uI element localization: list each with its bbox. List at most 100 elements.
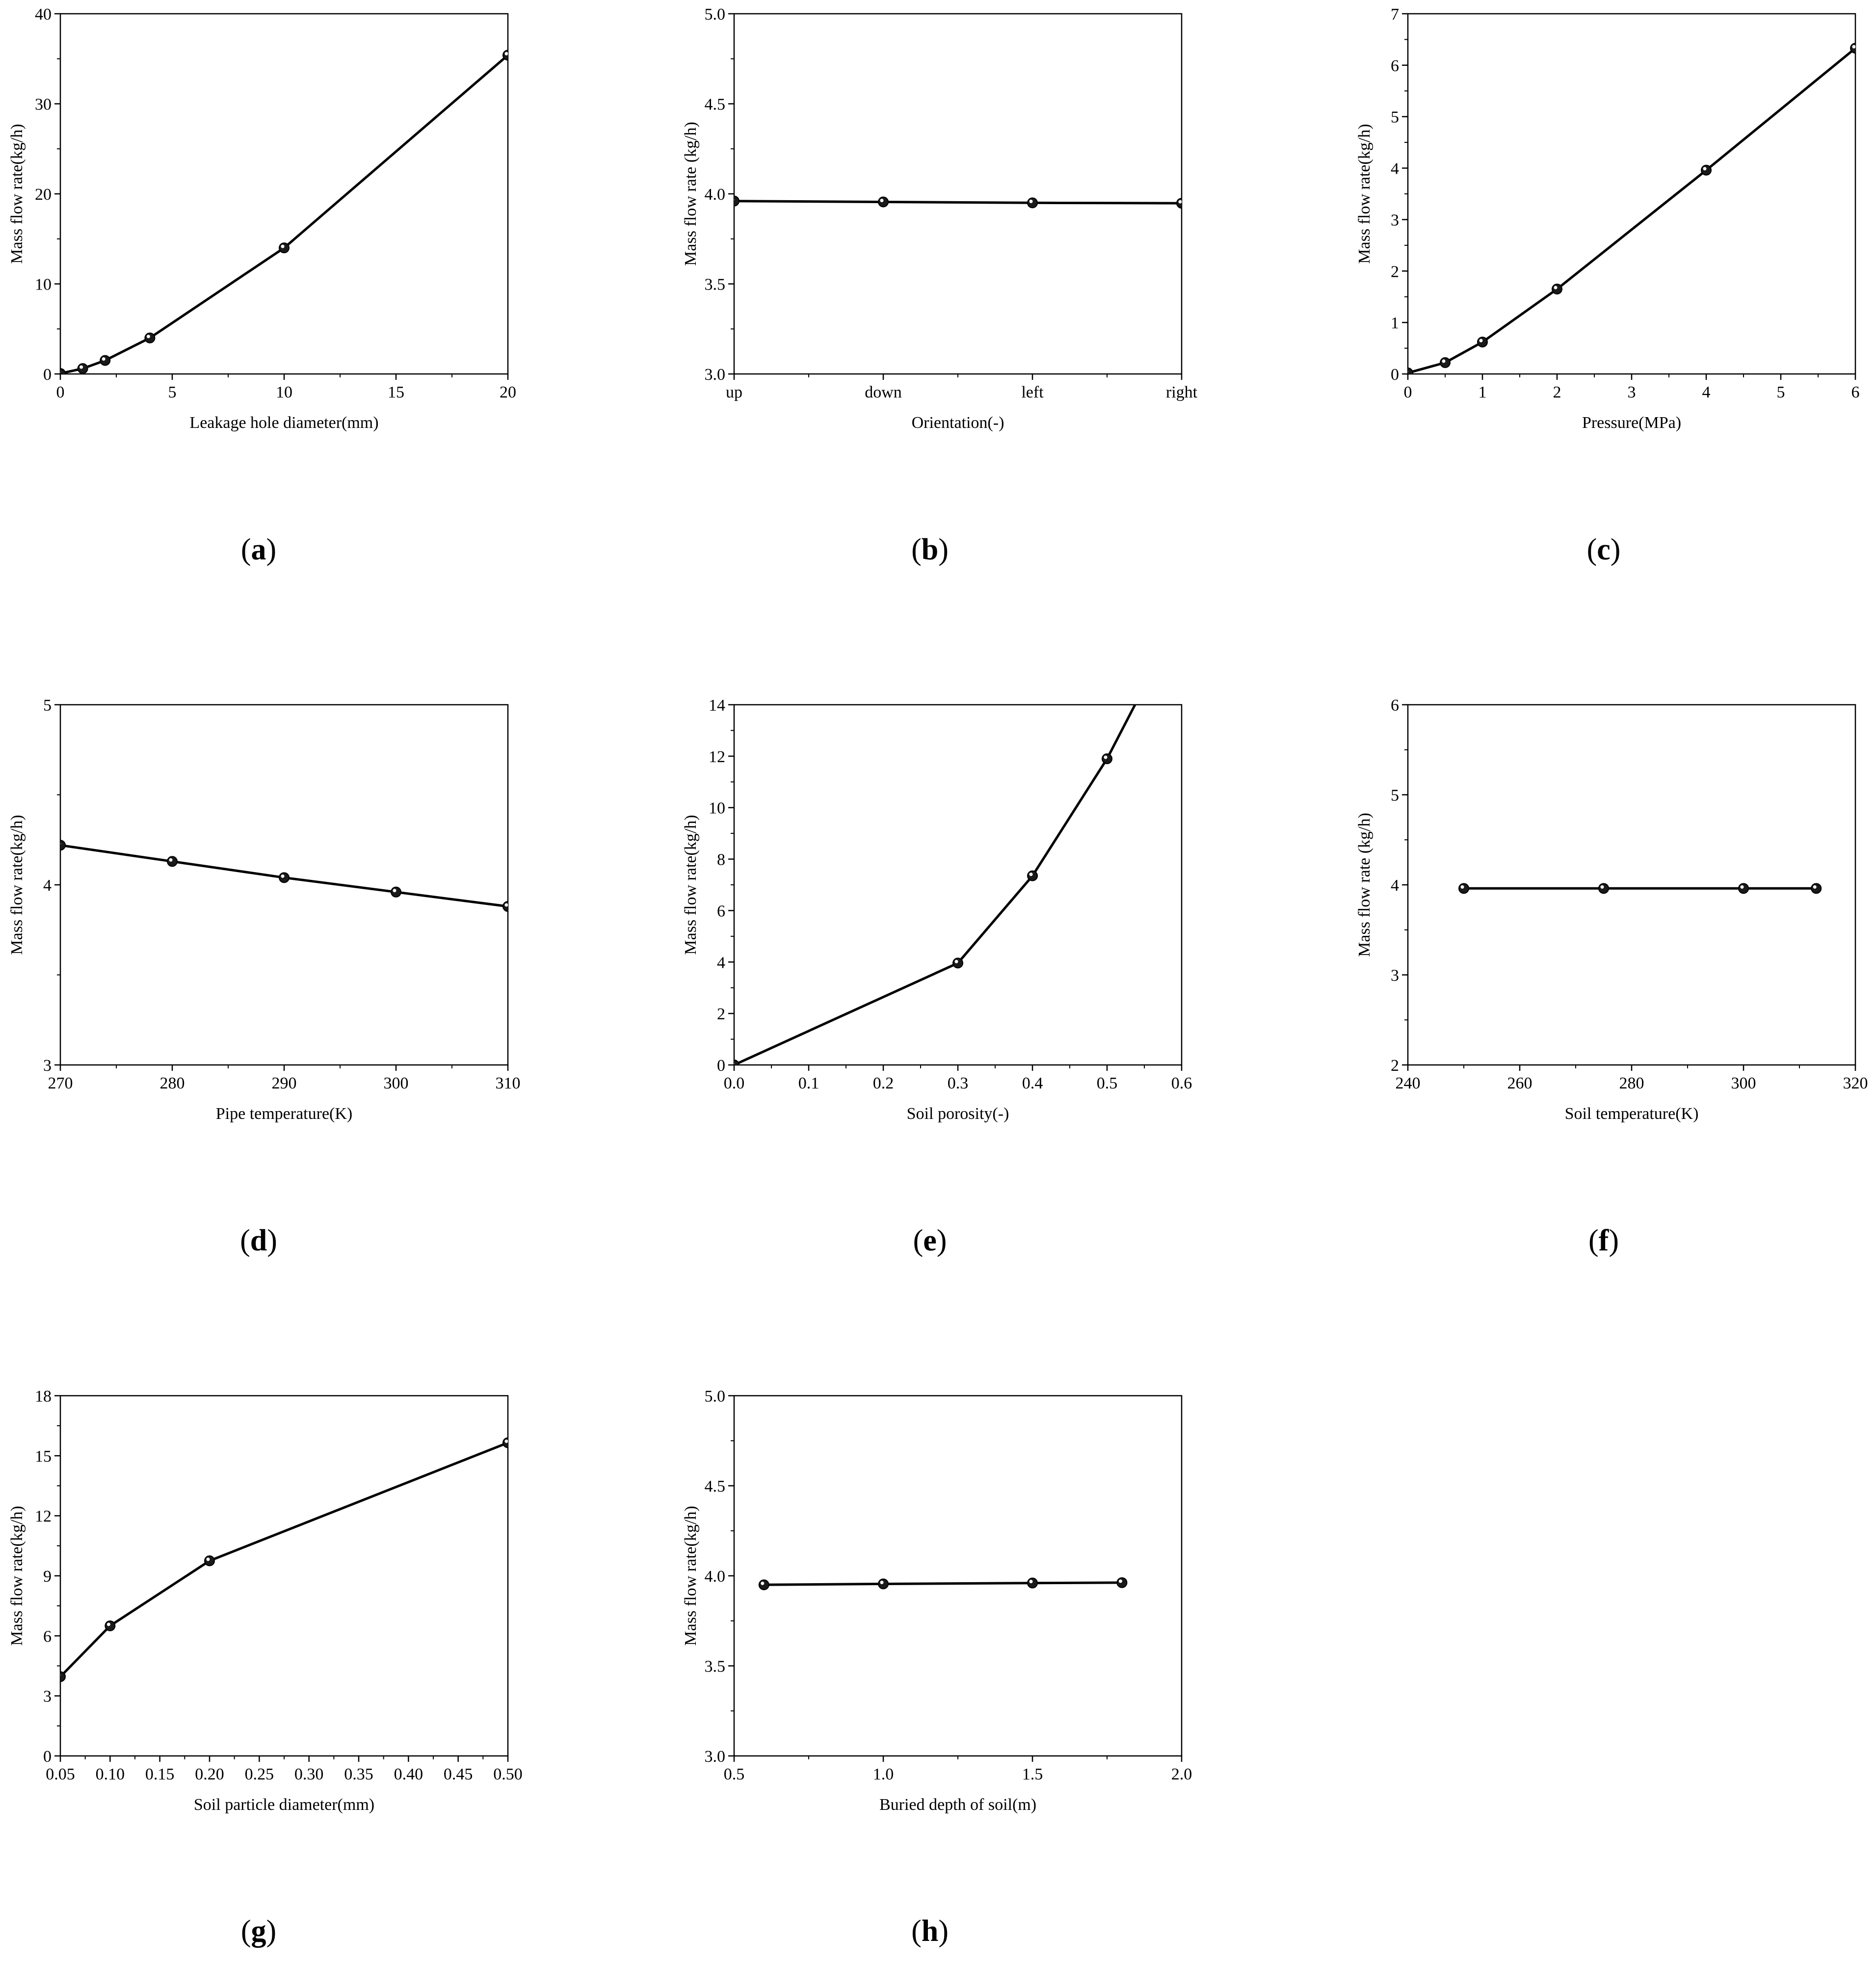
- data-point-highlight: [880, 1581, 884, 1585]
- x-tick-label: 3: [1628, 383, 1636, 401]
- y-tick-label: 2: [717, 1005, 725, 1023]
- x-tick-label: 0.45: [444, 1765, 473, 1783]
- panel-caption-letter: c: [1597, 533, 1611, 566]
- data-point-highlight: [504, 903, 508, 907]
- panel-caption: (b): [911, 533, 949, 566]
- x-tick-label: 1.5: [1022, 1765, 1043, 1783]
- data-point-highlight: [734, 198, 735, 201]
- x-axis-label: Pipe temperature(K): [216, 1105, 353, 1123]
- x-tick-label: 6: [1851, 383, 1860, 401]
- data-point: [279, 872, 290, 883]
- y-axis-label: Mass flow rate(kg/h): [682, 815, 700, 955]
- data-point-highlight: [880, 199, 884, 203]
- x-axis-label: Leakage hole diameter(mm): [189, 414, 378, 432]
- y-tick-label: 3.0: [705, 1748, 726, 1766]
- data-point-highlight: [393, 889, 396, 893]
- data-point: [60, 1671, 66, 1682]
- x-tick-label: 0.10: [96, 1765, 125, 1783]
- plot-frame: [733, 1395, 1183, 1757]
- x-tick-label: 300: [1731, 1074, 1756, 1092]
- data-point-highlight: [1029, 199, 1033, 203]
- x-tick-label: 320: [1843, 1074, 1868, 1092]
- y-tick-label: 8: [717, 851, 725, 869]
- x-tick-label: 0.25: [245, 1765, 274, 1783]
- y-axis-label: Mass flow rate (kg/h): [682, 122, 700, 266]
- data-point: [279, 242, 290, 254]
- x-tick-label: 300: [384, 1074, 409, 1092]
- plot-frame: [1407, 704, 1856, 1066]
- x-tick-label: 0.05: [46, 1765, 75, 1783]
- y-tick-label: 15: [35, 1447, 52, 1465]
- x-axis-label: Pressure(MPa): [1582, 414, 1681, 432]
- y-tick-label: 9: [43, 1567, 52, 1586]
- data-point: [167, 856, 178, 867]
- data-point: [1408, 367, 1413, 374]
- series-line: [734, 200, 1182, 205]
- y-tick-label: 2: [1391, 263, 1399, 281]
- panel-caption: (f): [1588, 1224, 1619, 1257]
- y-tick-label: 12: [35, 1508, 52, 1526]
- x-tick-label: up: [726, 383, 742, 401]
- y-tick-label: 0: [43, 1748, 52, 1766]
- y-tick-label: 4.0: [705, 1567, 726, 1586]
- x-tick-label: 0.1: [798, 1074, 819, 1092]
- data-point: [502, 901, 508, 912]
- data-point: [734, 195, 740, 207]
- y-tick-label: 4.0: [705, 186, 726, 204]
- data-point-highlight: [1600, 885, 1604, 889]
- panel-caption-letter: f: [1599, 1224, 1610, 1257]
- x-tick-label: 0: [1404, 383, 1412, 401]
- data-point-highlight: [734, 1062, 735, 1064]
- data-point-highlight: [281, 244, 285, 248]
- y-tick-label: 6: [43, 1627, 52, 1646]
- data-point-highlight: [106, 1622, 110, 1626]
- x-tick-label: 240: [1396, 1074, 1421, 1092]
- data-point-highlight: [1405, 370, 1408, 373]
- y-tick-label: 3: [1391, 211, 1399, 229]
- y-tick-label: 4: [717, 954, 725, 972]
- plot-frame: [59, 704, 509, 1066]
- plot-frame: [1407, 13, 1856, 375]
- y-tick-label: 5.0: [705, 1387, 726, 1406]
- x-axis-label: Soil particle diameter(mm): [194, 1796, 374, 1814]
- data-point: [1458, 883, 1469, 894]
- plot-frame: [59, 13, 509, 375]
- data-point-highlight: [1554, 286, 1558, 290]
- y-tick-label: 5: [1391, 787, 1399, 805]
- data-point-highlight: [1029, 873, 1033, 876]
- y-tick-label: 6: [1391, 57, 1399, 75]
- y-axis-label: Mass flow rate(kg/h): [8, 124, 26, 264]
- x-axis-label: Buried depth of soil(m): [879, 1796, 1036, 1814]
- series-line: [734, 705, 1136, 1065]
- data-point: [100, 355, 111, 366]
- data-point: [878, 1578, 889, 1590]
- data-point-highlight: [1703, 167, 1707, 171]
- plot-frame: [733, 704, 1183, 1066]
- x-tick-label: down: [865, 383, 902, 401]
- y-tick-label: 18: [35, 1387, 52, 1406]
- x-tick-label: 270: [48, 1074, 73, 1092]
- data-point-highlight: [169, 858, 173, 862]
- panel-e: 0.0 0.1 0.2 0.3 0.4 0.5 0.6 0 2 4 6 8 10 12 14 Soil por…: [682, 696, 1192, 1257]
- data-point-highlight: [1442, 359, 1446, 363]
- y-tick-label: 4.5: [705, 96, 726, 114]
- data-point: [391, 886, 401, 898]
- panel-caption: (h): [911, 1914, 949, 1948]
- y-axis-label: Mass flow rate(kg/h): [682, 1506, 700, 1646]
- data-point: [734, 1060, 740, 1065]
- y-tick-label: 30: [35, 96, 52, 114]
- x-tick-label: 0.40: [394, 1765, 423, 1783]
- data-point: [878, 196, 889, 208]
- y-tick-label: 3: [43, 1057, 52, 1075]
- data-point: [1027, 1577, 1038, 1589]
- y-axis-label: Mass flow rate(kg/h): [8, 815, 26, 955]
- y-tick-label: 0: [717, 1057, 725, 1075]
- y-tick-label: 40: [35, 5, 52, 24]
- x-tick-label: 0.35: [344, 1765, 373, 1783]
- panel-caption-letter: b: [922, 533, 938, 566]
- x-tick-label: 0.0: [724, 1074, 745, 1092]
- x-tick-label: 2.0: [1171, 1765, 1192, 1783]
- data-point: [1738, 883, 1749, 894]
- data-point: [1027, 870, 1038, 881]
- y-tick-label: 6: [717, 902, 725, 920]
